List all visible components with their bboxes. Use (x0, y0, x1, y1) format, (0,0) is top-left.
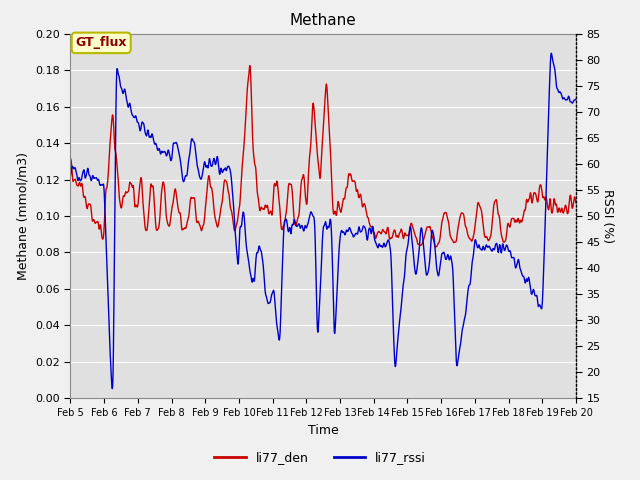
X-axis label: Time: Time (308, 424, 339, 437)
Y-axis label: RSSI (%): RSSI (%) (602, 189, 614, 243)
Legend: li77_den, li77_rssi: li77_den, li77_rssi (209, 446, 431, 469)
Y-axis label: Methane (mmol/m3): Methane (mmol/m3) (17, 152, 29, 280)
Text: GT_flux: GT_flux (76, 36, 127, 49)
Title: Methane: Methane (290, 13, 356, 28)
